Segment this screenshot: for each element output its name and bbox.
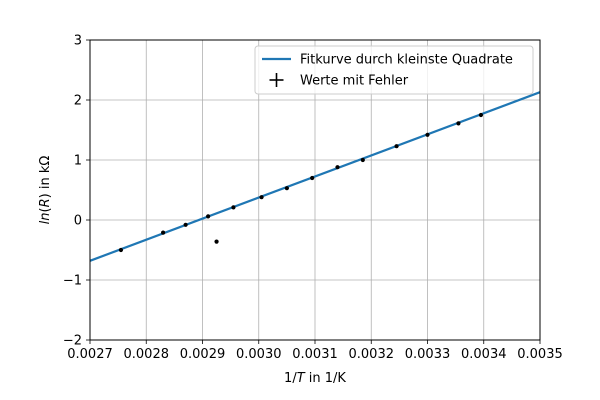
x-tick-label: 0.0029 bbox=[180, 347, 226, 362]
x-tick-label: 0.0028 bbox=[124, 347, 170, 362]
y-tick-label: 3 bbox=[74, 34, 82, 49]
x-axis-label: 1/T in 1/K bbox=[284, 371, 346, 386]
y-axis-label: ln(R) in kΩ bbox=[38, 156, 53, 225]
data-point bbox=[118, 247, 124, 253]
data-point bbox=[183, 222, 188, 227]
data-point bbox=[259, 195, 264, 200]
data-point bbox=[478, 112, 484, 118]
data-point bbox=[310, 175, 315, 181]
data-point bbox=[335, 165, 340, 170]
y-tick-label: 2 bbox=[74, 94, 82, 109]
data-point bbox=[231, 205, 236, 210]
x-tick-label: 0.0035 bbox=[517, 347, 563, 362]
y-tick-label: 0 bbox=[74, 214, 82, 229]
data-point bbox=[425, 132, 430, 137]
x-tick-label: 0.0031 bbox=[292, 347, 338, 362]
y-tick-label: 1 bbox=[74, 154, 82, 169]
data-point bbox=[456, 121, 461, 126]
data-point bbox=[360, 157, 365, 163]
legend-label-fit: Fitkurve durch kleinste Quadrate bbox=[300, 53, 513, 68]
x-tick-label: 0.0034 bbox=[461, 347, 507, 362]
data-point bbox=[206, 214, 211, 219]
ticks: 0.0027 0.0028 0.0029 0.0030 0.0031 0.0032 0.00… bbox=[63, 34, 563, 363]
legend: Fitkurve durch kleinste Quadrate Werte m… bbox=[254, 45, 534, 95]
x-tick-label: 0.0033 bbox=[405, 347, 451, 362]
y-tick-label: −1 bbox=[63, 274, 82, 289]
data-point bbox=[394, 144, 399, 149]
data-point bbox=[214, 239, 219, 244]
x-tick-label: 0.0030 bbox=[236, 347, 282, 362]
data-point bbox=[284, 186, 289, 191]
x-tick-label: 0.0027 bbox=[67, 347, 113, 362]
data-point bbox=[161, 230, 166, 235]
legend-label-points: Werte mit Fehler bbox=[300, 74, 409, 89]
legend-errorbar-swatch bbox=[269, 73, 284, 87]
x-tick-label: 0.0032 bbox=[349, 347, 395, 362]
legend-box bbox=[254, 45, 534, 95]
y-tick-label: −2 bbox=[63, 334, 82, 349]
data-layer bbox=[89, 91, 541, 262]
